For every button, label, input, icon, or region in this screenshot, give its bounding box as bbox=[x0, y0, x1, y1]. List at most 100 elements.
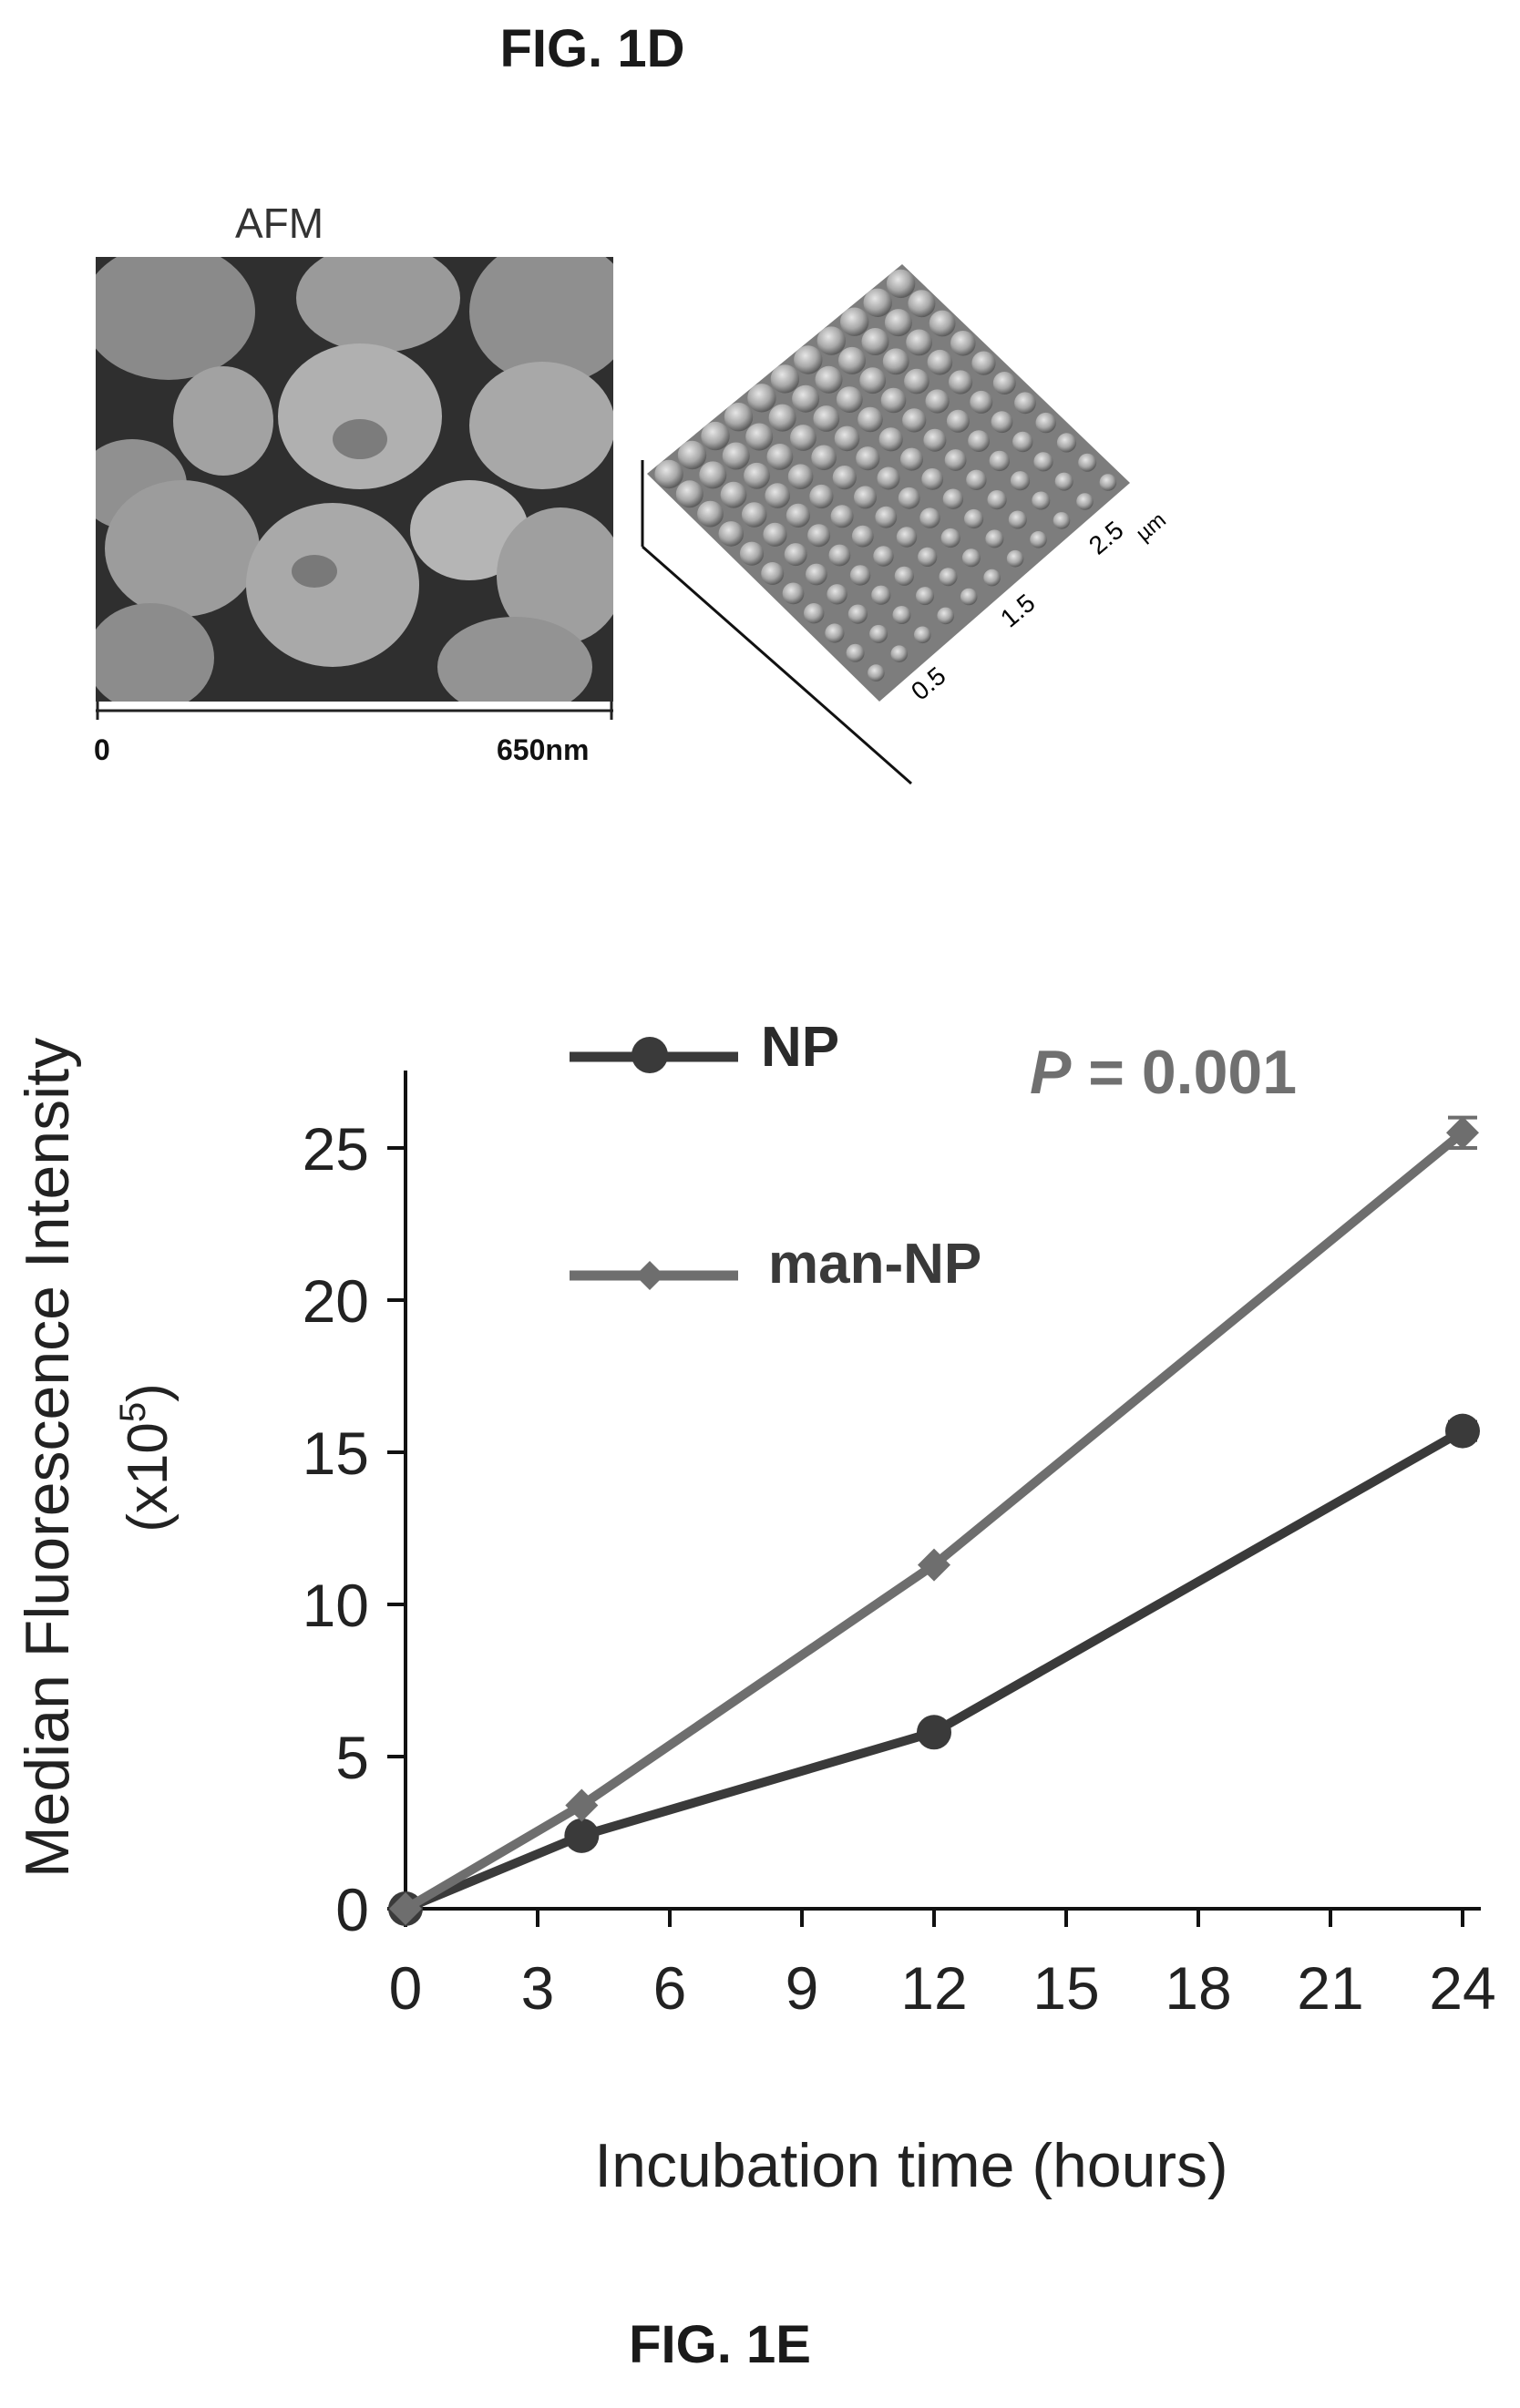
afm-particle bbox=[970, 390, 993, 414]
afm-particle bbox=[921, 468, 944, 490]
afm-particle bbox=[794, 345, 823, 374]
afm-tick-25: 2.5 bbox=[1084, 516, 1129, 560]
y-axis-title: Median Fluorescence Intensity (x105) bbox=[13, 1038, 180, 1878]
afm-particle bbox=[838, 346, 866, 374]
data-point bbox=[1446, 1116, 1479, 1150]
afm-particle bbox=[868, 664, 885, 681]
afm-particle bbox=[1008, 510, 1027, 529]
afm-particle bbox=[875, 506, 898, 528]
afm-particle bbox=[836, 386, 863, 413]
afm-particle bbox=[987, 490, 1007, 510]
data-point bbox=[389, 1892, 422, 1925]
afm-particle bbox=[923, 428, 947, 452]
afm-particle bbox=[873, 546, 894, 567]
afm-particle bbox=[939, 568, 958, 587]
afm-particle bbox=[851, 525, 874, 548]
y-tick-label: 15 bbox=[303, 1419, 369, 1487]
afm-particle bbox=[741, 502, 767, 528]
afm-particle bbox=[878, 427, 903, 452]
afm-particle bbox=[1033, 452, 1053, 472]
afm-particle bbox=[942, 488, 964, 509]
afm-3d-surface: 0.5 1.5 2.5 µm bbox=[641, 264, 1171, 785]
afm-particle bbox=[946, 409, 970, 433]
figure-1d-title: FIG. 1D bbox=[499, 19, 685, 78]
afm-particle bbox=[816, 326, 846, 355]
afm-particle bbox=[654, 459, 683, 489]
afm-particle bbox=[890, 645, 909, 662]
afm-particle bbox=[882, 348, 909, 375]
afm-particle bbox=[960, 588, 978, 606]
afm-particle bbox=[790, 425, 816, 451]
afm-particle bbox=[784, 543, 807, 567]
x-axis-label: Incubation time (hours) bbox=[594, 2131, 1227, 2200]
afm-particle bbox=[983, 569, 1001, 587]
afm-particle bbox=[1099, 474, 1117, 491]
afm-particle bbox=[830, 505, 854, 528]
afm-particle bbox=[886, 269, 916, 299]
afm-particle bbox=[927, 349, 953, 375]
legend-man-np-marker bbox=[635, 1261, 664, 1290]
y-tick-label: 25 bbox=[303, 1115, 369, 1183]
afm-particle bbox=[940, 528, 960, 548]
y-axis-unit: (x105) bbox=[113, 1383, 180, 1532]
afm-particle bbox=[1078, 453, 1097, 472]
afm-particle bbox=[792, 384, 820, 413]
data-point bbox=[918, 1548, 950, 1582]
figure-1e-title: FIG. 1E bbox=[629, 2315, 811, 2374]
x-tick-label: 3 bbox=[521, 1954, 555, 2022]
afm-particle bbox=[871, 585, 891, 605]
afm-particle bbox=[1012, 431, 1033, 453]
afm-particle bbox=[849, 565, 871, 586]
legend-man-np-label: man-NP bbox=[768, 1233, 981, 1296]
afm-particle bbox=[971, 351, 996, 375]
afm-particle bbox=[898, 487, 920, 509]
afm-particle bbox=[1056, 433, 1077, 453]
afm-particle bbox=[809, 484, 834, 509]
afm-particle bbox=[787, 464, 814, 489]
afm-particle bbox=[894, 566, 914, 586]
legend-np-label: NP bbox=[761, 1016, 839, 1079]
afm-particle bbox=[863, 288, 892, 317]
afm-axis-unit: µm bbox=[1132, 507, 1171, 546]
y-tick-label: 0 bbox=[335, 1876, 369, 1943]
afm-particle bbox=[989, 450, 1010, 472]
afm-particle bbox=[782, 582, 805, 605]
afm-particle bbox=[964, 508, 984, 529]
afm-particle bbox=[929, 310, 956, 337]
afm-particle bbox=[770, 364, 800, 394]
afm-particle bbox=[807, 524, 831, 548]
afm-particle bbox=[858, 406, 883, 433]
series-line-man-np bbox=[403, 1129, 1466, 1913]
afm-particle bbox=[786, 503, 810, 528]
afm-particle bbox=[880, 387, 907, 414]
afm-particle bbox=[1014, 392, 1036, 415]
afm-particle bbox=[1035, 412, 1056, 434]
afm-particle bbox=[832, 466, 857, 490]
afm-particle bbox=[884, 309, 912, 337]
chart-axes bbox=[404, 1071, 1481, 1911]
legend: NP man-NP bbox=[570, 1016, 981, 1296]
afm-particle bbox=[677, 440, 707, 470]
x-tick-label: 12 bbox=[900, 1954, 967, 2022]
afm-particle bbox=[919, 507, 940, 528]
afm-particle bbox=[724, 403, 754, 432]
afm-particle bbox=[745, 423, 774, 451]
afm-particle bbox=[747, 384, 776, 413]
afm-particle bbox=[854, 486, 877, 509]
afm-particle bbox=[918, 547, 938, 567]
series-line-np bbox=[404, 1427, 1465, 1913]
afm-particle bbox=[908, 290, 936, 318]
afm-particle bbox=[968, 430, 990, 452]
x-tick-label: 18 bbox=[1165, 1954, 1231, 2022]
afm-particle bbox=[806, 563, 827, 586]
afm-particle bbox=[902, 408, 927, 433]
afm-particle bbox=[722, 442, 750, 470]
afm-particle bbox=[675, 480, 704, 508]
afm-particle bbox=[991, 411, 1013, 434]
afm-particle bbox=[699, 461, 727, 489]
afm-particle bbox=[765, 483, 790, 508]
afm-particle bbox=[966, 469, 987, 490]
fluorescence-chart: 0 5 10 15 20 25 0 3 6 9 12 15 18 21 24 Median Fluores… bbox=[13, 1016, 1496, 2200]
afm-particle bbox=[861, 328, 889, 355]
afm-scale-end: 650nm bbox=[497, 733, 590, 766]
